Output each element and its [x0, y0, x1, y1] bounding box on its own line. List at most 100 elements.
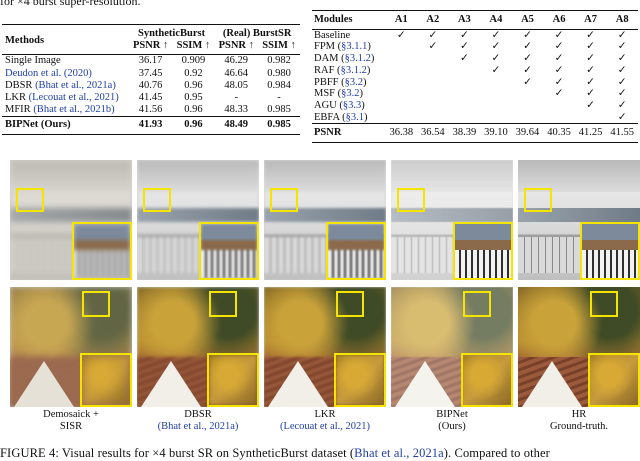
check-mark: ✓: [459, 41, 469, 53]
building-wall: [391, 160, 513, 192]
method-name: BIPNet (Ours): [2, 116, 129, 135]
psnr-row: PSNR 36.38 36.54 38.39 39.10 39.64 40.35 41.25 4…: [312, 123, 638, 144]
house-gable: [395, 361, 455, 407]
table-row: DAM (§3.1.2) ✓ ✓ ✓ ✓ ✓ ✓: [312, 53, 638, 65]
section-link[interactable]: §3.2: [341, 88, 360, 100]
citation-link[interactable]: (Lecouat et al., 2021): [279, 421, 371, 432]
table-row: AGU (§3.3) ✓ ✓: [312, 100, 638, 112]
table-row: Deudon et al. (2020) 37.45 0.92 46.64 0.980: [2, 68, 300, 80]
check-mark: ✓: [491, 64, 501, 76]
landscape-image: [264, 287, 386, 407]
section-link[interactable]: §3.1.1: [341, 41, 368, 53]
zoom-content: [463, 355, 511, 405]
section-link[interactable]: §3.1: [345, 111, 364, 123]
house-gable: [14, 361, 74, 407]
check-mark: [386, 53, 418, 65]
psnr-value: 41.55: [606, 123, 638, 144]
citation-link[interactable]: (Bhat et al., 2021a): [157, 421, 239, 432]
col-ablation: A4: [480, 10, 512, 30]
landscape-image: [518, 287, 640, 407]
section-link[interactable]: §3.2: [344, 76, 364, 88]
check-mark: ✓: [617, 88, 627, 100]
cell: 41.56: [138, 104, 163, 116]
check-mark: [449, 88, 481, 100]
check-mark: [543, 100, 575, 112]
check-mark: [512, 100, 544, 112]
module-label: DAM (: [314, 53, 345, 65]
col-methods: Methods: [2, 23, 129, 56]
col-modules: Modules: [312, 10, 386, 30]
highlight-box: [209, 291, 237, 317]
col-ablation: A7: [574, 10, 607, 30]
check-mark: [449, 100, 481, 112]
method-label: LKR: [5, 92, 29, 104]
check-mark: ✓: [523, 29, 532, 41]
citation-link[interactable]: (Bhat et al., 2021b): [33, 104, 115, 116]
caption-link[interactable]: Bhat et al., 2021a: [354, 446, 444, 460]
module-name: RAF (§3.1.2): [312, 65, 386, 77]
column-caption: Demosaick + SISR: [1, 409, 141, 433]
check-mark: ✓: [491, 41, 501, 53]
section-link[interactable]: §3.1.2: [344, 53, 371, 65]
cell: 0.96: [184, 79, 203, 91]
check-mark: ✓: [586, 99, 595, 111]
landscape-image: [10, 287, 132, 407]
check-mark: ✓: [428, 29, 438, 41]
zoom-content: [582, 224, 638, 278]
check-mark: [512, 88, 544, 100]
module-name: EBFA (§3.1): [312, 112, 386, 124]
citation-link[interactable]: (Bhat et al., 2021a): [35, 79, 116, 91]
cell: 0.984: [267, 79, 291, 91]
building-image: [10, 160, 132, 280]
cell: 0.982: [267, 55, 291, 67]
module-label: FPM (: [314, 41, 342, 53]
zoom-content: [328, 224, 384, 278]
landscape-image: [137, 287, 259, 407]
module-label: EBFA (: [314, 111, 346, 123]
section-link[interactable]: §3.3: [342, 99, 362, 111]
column-caption: BIPNet (Ours): [382, 409, 522, 433]
house-gable: [268, 361, 328, 407]
citation-link[interactable]: (Lecouat et al., 2021): [28, 92, 119, 104]
check-mark: ✓: [396, 29, 406, 41]
method-name: Single Image: [2, 55, 129, 68]
cell: 36.17: [138, 55, 163, 67]
check-mark: [480, 77, 512, 89]
check-mark: [386, 65, 418, 77]
cell: 41.45: [138, 92, 163, 104]
check-mark: ✓: [523, 41, 532, 53]
psnr-value: 36.38: [385, 123, 418, 144]
paren: ): [359, 88, 364, 100]
check-mark: [417, 77, 449, 89]
zoom-content: [590, 355, 638, 405]
section-link[interactable]: §3.1.2: [340, 64, 367, 76]
col-ablation: A6: [543, 10, 575, 30]
check-mark: [575, 112, 607, 124]
check-mark: [386, 112, 418, 124]
paren: ): [370, 53, 375, 65]
caption-bottom: FIGURE 4: Visual results for ×4 burst SR…: [0, 446, 550, 461]
highlight-box: [590, 291, 618, 317]
cell: 0.96: [172, 116, 215, 135]
caption-text: FIGURE 4: Visual results for ×4 burst SR…: [0, 446, 355, 460]
building-image: [391, 160, 513, 280]
module-label: PBFF (: [314, 76, 345, 88]
zoom-inset: [588, 353, 640, 407]
psnr-value: 40.35: [543, 123, 575, 144]
psnr-value: 39.10: [480, 123, 512, 144]
group-real: (Real) BurstSR: [214, 24, 300, 41]
check-mark: ✓: [428, 41, 438, 53]
building-wall: [137, 160, 259, 192]
check-mark: [480, 112, 512, 124]
paren: ): [363, 76, 367, 88]
zoom-inset: [80, 353, 132, 407]
check-mark: ✓: [459, 29, 469, 41]
check-mark: [386, 100, 418, 112]
citation-link[interactable]: Deudon et al. (2020): [5, 67, 92, 79]
check-mark: [386, 88, 418, 100]
column-caption: LKR (Lecouat et al., 2021): [255, 409, 395, 433]
psnr-value: 39.64: [511, 123, 544, 144]
table-row: Single Image 36.17 0.909 46.29 0.982: [2, 55, 300, 68]
module-name: DAM (§3.1.2): [312, 53, 386, 65]
cell: 0.909: [181, 55, 206, 67]
